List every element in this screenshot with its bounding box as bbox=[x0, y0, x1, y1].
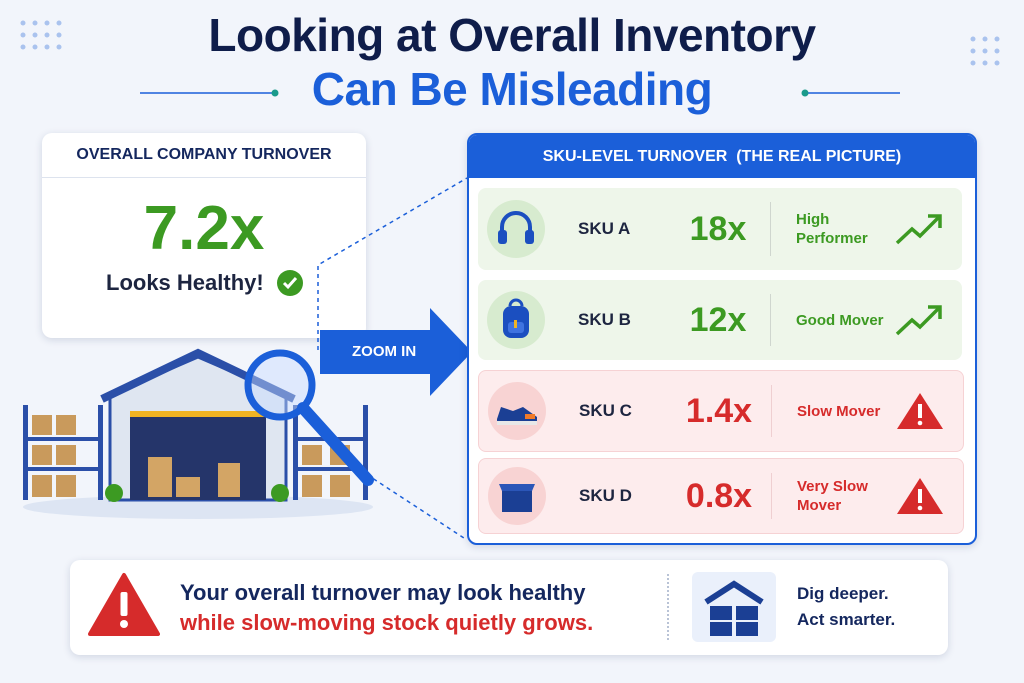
sku-row: SKU C 1.4x Slow Mover bbox=[478, 370, 964, 452]
sku-row: SKU A 18x High Performer bbox=[478, 188, 962, 270]
overall-value: 7.2x bbox=[143, 194, 265, 263]
footer-card: Your overall turnover may look healthy w… bbox=[70, 560, 948, 655]
title-rules bbox=[140, 89, 900, 97]
title-line: Can Be Misleading bbox=[311, 63, 713, 115]
check-icon bbox=[277, 270, 303, 296]
divider bbox=[667, 574, 669, 640]
sku-turnover: 18x bbox=[689, 209, 747, 248]
overall-verdict: Looks Healthy! bbox=[106, 270, 264, 295]
warning-text: Your overall turnover may look healthy bbox=[180, 580, 586, 605]
zoom-label: ZOOM IN bbox=[352, 343, 417, 360]
warning-text: while slow-moving stock quietly grows. bbox=[180, 610, 594, 635]
sku-status: Slow Mover bbox=[797, 402, 881, 420]
cta-text: Dig deeper. bbox=[797, 584, 889, 603]
cta-text: Act smarter. bbox=[797, 610, 896, 629]
warehouse-icon bbox=[692, 572, 776, 642]
dot-pattern bbox=[970, 36, 1000, 66]
warning-icon bbox=[897, 478, 943, 514]
sku-name: SKU C bbox=[579, 401, 632, 420]
sku-name: SKU A bbox=[578, 219, 631, 238]
overall-card: OVERALL COMPANY TURNOVER 7.2x Looks Heal… bbox=[42, 133, 366, 338]
sku-row: SKU B 12x Good Mover bbox=[478, 280, 962, 360]
divider bbox=[770, 294, 771, 346]
title-line: Looking at Overall Inventory bbox=[208, 9, 816, 61]
sku-name: SKU D bbox=[579, 486, 632, 505]
trend-up-icon bbox=[895, 305, 942, 336]
backpack-icon bbox=[487, 291, 545, 349]
divider bbox=[771, 473, 772, 519]
sku-row: SKU D 0.8x Very Slow Mover bbox=[478, 458, 964, 534]
divider bbox=[771, 385, 772, 437]
sku-status: Good Mover bbox=[796, 311, 884, 329]
shoe-icon bbox=[488, 382, 546, 440]
warning-icon bbox=[88, 573, 160, 636]
sku-turnover: 12x bbox=[689, 300, 747, 339]
divider bbox=[770, 202, 771, 256]
trend-up-icon bbox=[895, 214, 942, 245]
sku-turnover: 1.4x bbox=[685, 391, 753, 430]
sku-turnover: 0.8x bbox=[685, 476, 753, 515]
card-heading: OVERALL COMPANY TURNOVER bbox=[42, 133, 366, 178]
warning-icon bbox=[897, 393, 943, 429]
headphones-icon bbox=[487, 200, 545, 258]
box-icon bbox=[488, 467, 546, 525]
warehouse-illustration bbox=[23, 348, 374, 519]
dot-pattern bbox=[20, 20, 62, 50]
sku-status: Very Slow Mover bbox=[797, 478, 868, 514]
sku-status: High Performer bbox=[796, 211, 868, 247]
sku-name: SKU B bbox=[578, 310, 631, 329]
panel-heading: SKU-LEVEL TURNOVER (THE REAL PICTURE) bbox=[469, 135, 975, 178]
